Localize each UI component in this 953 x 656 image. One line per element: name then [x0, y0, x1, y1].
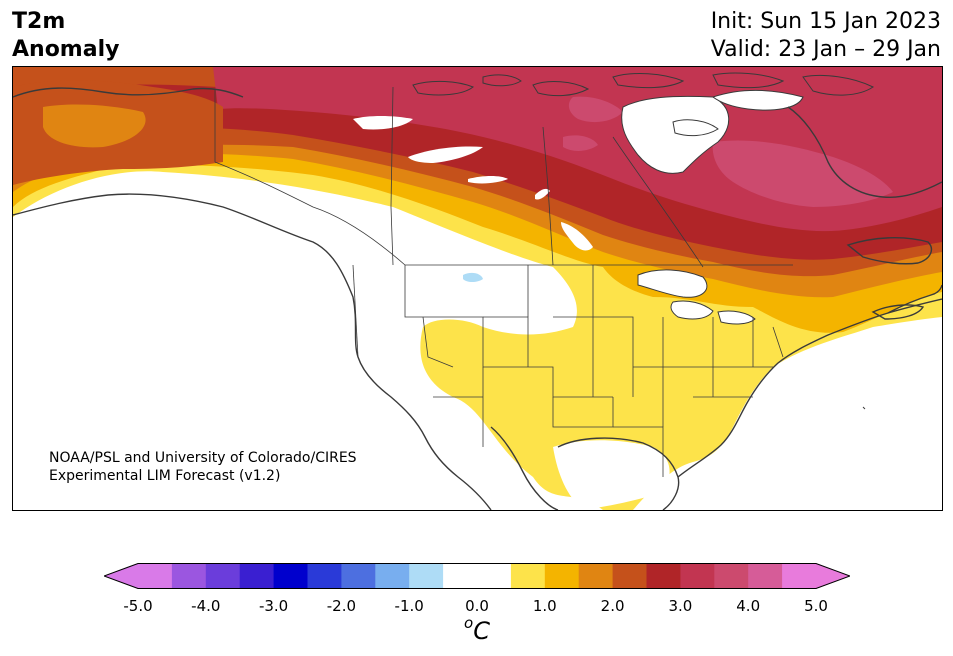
init-date-label: Init: Sun 15 Jan 2023: [710, 9, 941, 34]
gulf-of-mexico: [553, 440, 670, 510]
colorbar-segment: [477, 563, 512, 589]
colorbar-segment: [307, 563, 342, 589]
colorbar-over-arrow: [816, 563, 850, 589]
anomaly-band-4p0-east: [712, 140, 893, 207]
colorbar-segment: [171, 563, 207, 589]
hudson-bay-outlet: [711, 89, 804, 111]
colorbar-tick-label: -5.0: [123, 597, 153, 615]
title-line-variable: T2m: [12, 9, 66, 34]
pacific-ocean: [13, 196, 483, 510]
lake-athabasca: [353, 116, 413, 130]
small-lake-2: [535, 188, 550, 200]
colorbar-segment: [782, 563, 817, 589]
colorbar-tick-label: -3.0: [258, 597, 289, 615]
hudson-bay: [621, 95, 730, 174]
colorbar-tick-label: -1.0: [394, 597, 424, 615]
anomaly-band-3p0: [73, 84, 942, 260]
colorbar-segment: [578, 563, 614, 589]
colorbar-tick-label: 4.0: [736, 597, 761, 615]
colorbar: [104, 563, 850, 589]
colorbar-segment: [612, 563, 647, 589]
colorbar-tick-label: 1.0: [532, 597, 557, 615]
colorbar-tick-labels: -5.0 -4.0 -3.0 -2.0 -1.0 0.0 1.0 2.0 3.0 4.0 5.0: [0, 597, 953, 617]
lake-winnipeg: [561, 222, 593, 251]
colorbar-segment: [409, 563, 444, 589]
unit-superscript: o: [464, 614, 474, 632]
forecast-dates: Init: Sun 15 Jan 2023 Valid: 23 Jan – 29…: [711, 8, 941, 64]
anomaly-band-4p0-center: [563, 135, 598, 151]
colorbar-tick-label: -4.0: [191, 597, 221, 615]
colorbar-tick-label: 3.0: [668, 597, 693, 615]
colorbar-tick-label: 2.0: [600, 597, 625, 615]
anomaly-band-neg-lake: [463, 272, 483, 282]
colorbar-segment: [646, 563, 681, 589]
colorbar-unit-label: oC: [464, 614, 490, 645]
colorbar-segment: [205, 563, 241, 589]
colorbar-segment: [544, 563, 580, 589]
credit-line-1: NOAA/PSL and University of Colorado/CIRE…: [49, 450, 357, 466]
credit-text: NOAA/PSL and University of Colorado/CIRE…: [49, 449, 357, 485]
island-outlines: [412, 72, 874, 410]
anomaly-map: NOAA/PSL and University of Colorado/CIRE…: [12, 66, 943, 511]
unit-base: C: [473, 617, 490, 645]
colorbar-segment: [375, 563, 410, 589]
credit-line-2: Experimental LIM Forecast (v1.2): [49, 468, 281, 484]
colorbar-segment: [748, 563, 783, 589]
colorbar-tick-label: 0.0: [465, 597, 489, 615]
colorbar-under-arrow: [104, 563, 138, 589]
political-borders: [214, 86, 793, 477]
colorbar-segment: [510, 563, 546, 589]
colorbar-segment: [443, 563, 478, 589]
colorbar-segment: [239, 563, 275, 589]
coastlines: [13, 87, 942, 510]
colorbar-segment: [714, 563, 749, 589]
colorbar-outline: [104, 563, 850, 589]
anomaly-band-4p0-west: [568, 96, 623, 123]
great-slave-lake: [408, 146, 483, 163]
colorbar-segment: [680, 563, 715, 589]
atlantic-ocean: [633, 317, 942, 510]
colorbar-segment: [341, 563, 376, 589]
valid-date-label: Valid: 23 Jan – 29 Jan: [710, 37, 941, 62]
small-lake: [468, 176, 508, 184]
great-lakes: [637, 269, 756, 325]
colorbar-segment: [273, 563, 308, 589]
anomaly-alaska-core: [43, 104, 146, 148]
title-line-anomaly: Anomaly: [12, 37, 120, 62]
colorbar-tick-label: -2.0: [326, 597, 357, 615]
colorbar-tick-label: 5.0: [804, 597, 828, 615]
map-title: T2m Anomaly: [12, 8, 119, 64]
colorbar-segment: [138, 563, 173, 589]
map-canvas: [13, 67, 942, 510]
